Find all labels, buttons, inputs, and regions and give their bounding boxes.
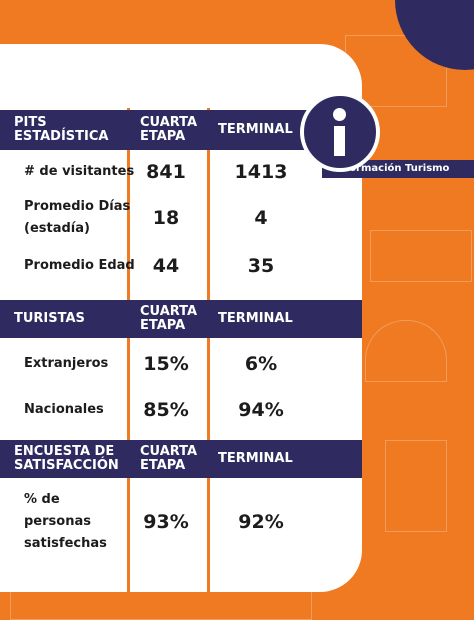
header-text: ETAPA <box>140 318 186 333</box>
cell-value: 93% <box>143 511 189 533</box>
cell-value: 6% <box>244 353 278 375</box>
decor <box>385 440 447 532</box>
header-bar <box>0 300 362 338</box>
divider <box>127 108 130 594</box>
header-text: ENCUESTA DE <box>14 444 115 459</box>
header-text: CUARTA <box>140 115 198 130</box>
row-label: Promedio Días <box>24 199 131 214</box>
header-text: ETAPA <box>140 458 186 473</box>
header-text: TERMINAL <box>218 451 293 466</box>
header-text: SATISFACCIÓN <box>14 458 119 473</box>
row-label: (estadía) <box>24 221 90 236</box>
cell-value: 841 <box>146 161 186 183</box>
row-label: % de <box>24 492 60 507</box>
header-bar <box>0 440 362 478</box>
icon-stem <box>334 126 345 156</box>
divider <box>207 108 210 594</box>
header-text: ESTADÍSTICA <box>14 129 109 144</box>
cell-value: 85% <box>143 399 189 421</box>
cell-value: 92% <box>238 511 284 533</box>
cell-value: 15% <box>143 353 189 375</box>
row-label: Promedio Edad <box>24 258 135 273</box>
header-text: TERMINAL <box>218 311 293 326</box>
info-icon <box>300 92 380 172</box>
header-text: TERMINAL <box>218 122 293 137</box>
header-text: ETAPA <box>140 129 186 144</box>
row-label: Nacionales <box>24 402 104 417</box>
cell-value: 94% <box>238 399 284 421</box>
header-text: TURISTAS <box>14 311 85 326</box>
cell-value: 35 <box>247 255 275 277</box>
cell-value: 4 <box>254 207 268 229</box>
decor <box>365 320 447 382</box>
cell-value: 44 <box>152 255 180 277</box>
decor <box>10 588 312 620</box>
decor <box>370 230 472 282</box>
header-text: PITS <box>14 115 47 130</box>
cell-value: 1413 <box>234 161 288 183</box>
icon-dot <box>333 108 346 121</box>
row-label: personas <box>24 514 91 529</box>
row-label: # de visitantes <box>24 164 135 179</box>
row-label: satisfechas <box>24 536 107 551</box>
header-text: CUARTA <box>140 444 198 459</box>
cell-value: 18 <box>152 207 180 229</box>
row-label: Extranjeros <box>24 356 109 371</box>
header-text: CUARTA <box>140 304 198 319</box>
